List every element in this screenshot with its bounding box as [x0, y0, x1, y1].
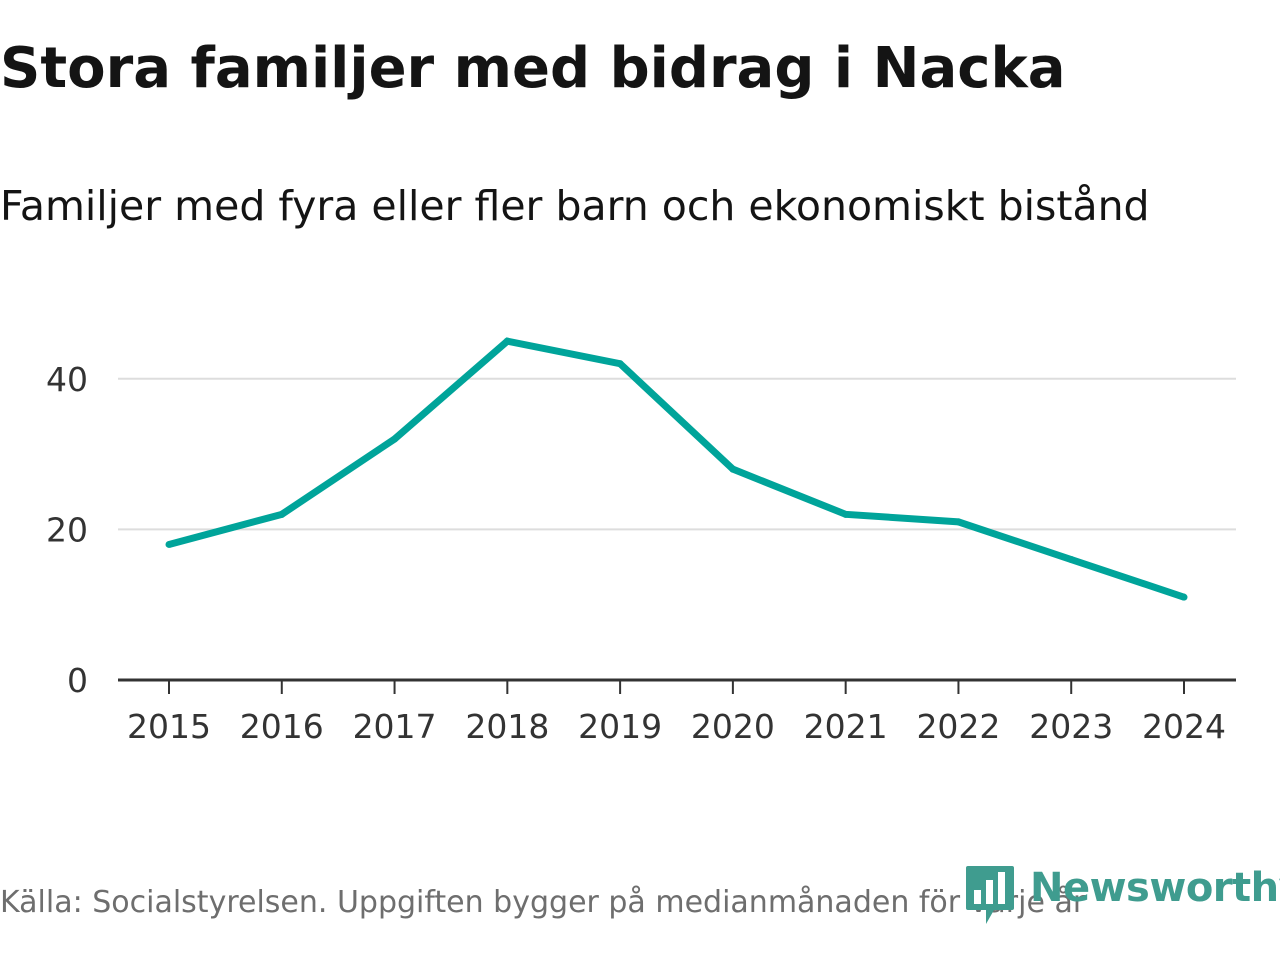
bar-chart-icon	[966, 866, 1014, 924]
x-tick-label: 2019	[578, 707, 662, 746]
chart-title: Stora familjer med bidrag i Nacka	[0, 36, 1066, 101]
data-point-2015	[165, 540, 173, 548]
source-note: Källa: Socialstyrelsen. Uppgiften bygger…	[0, 885, 1086, 920]
y-axis-ticks: 0 20 40	[46, 360, 88, 700]
chart-subtitle: Familjer med fyra eller fler barn och ek…	[0, 182, 1150, 230]
data-point-2021	[842, 510, 850, 518]
x-tick-label: 2022	[916, 707, 1000, 746]
x-axis-ticks: 2015 2016 2017 2018 2019 2020 2021 2022 2023 2024	[127, 680, 1226, 746]
data-point-2019	[616, 360, 624, 368]
y-tick-label: 0	[67, 661, 88, 700]
series-line	[168, 337, 1186, 601]
series-layer	[165, 337, 1188, 601]
data-point-2020	[729, 465, 737, 473]
x-tick-label: 2018	[465, 707, 549, 746]
x-tick-label: 2023	[1029, 707, 1113, 746]
x-tick-label: 2021	[804, 707, 888, 746]
x-tick-label: 2020	[691, 707, 775, 746]
data-point-2017	[391, 435, 399, 443]
data-point-2018	[503, 337, 511, 345]
brand-logo: Newsworthy	[964, 864, 1280, 928]
x-tick-label: 2016	[240, 707, 324, 746]
data-point-2016	[278, 510, 286, 518]
x-tick-label: 2015	[127, 707, 211, 746]
data-point-2023	[1067, 556, 1075, 564]
x-tick-label: 2017	[353, 707, 437, 746]
data-point-2022	[954, 518, 962, 526]
brand-name: Newsworthy	[1030, 865, 1280, 911]
gridlines	[118, 377, 1236, 531]
x-tick-label: 2024	[1142, 707, 1226, 746]
y-tick-label: 40	[46, 360, 88, 399]
data-point-2024	[1180, 593, 1188, 601]
y-tick-label: 20	[46, 510, 88, 549]
